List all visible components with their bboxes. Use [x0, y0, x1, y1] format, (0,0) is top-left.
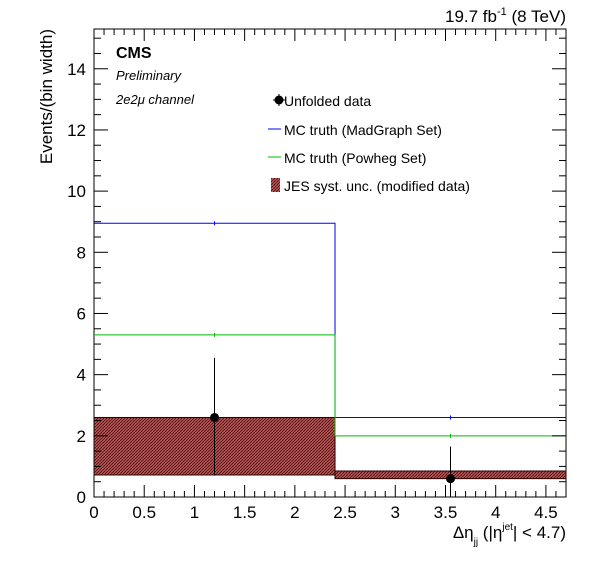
- y-tick-label: 12: [67, 121, 86, 140]
- x-tick-label: 2.5: [333, 503, 357, 522]
- x-tick-label: 1: [190, 503, 199, 522]
- x-tick-label: 0: [89, 503, 98, 522]
- x-axis-title: Δηjj (|ηjet| < 4.7): [453, 522, 566, 548]
- x-tick-label: 3: [391, 503, 400, 522]
- y-tick-label: 8: [77, 243, 86, 262]
- legend-marker-band: [271, 178, 280, 192]
- x-tick-label: 0.5: [132, 503, 156, 522]
- legend-label: Unfolded data: [284, 93, 371, 109]
- channel-label: 2e2μ channel: [115, 92, 195, 107]
- legend: Unfolded data MC truth (MadGraph Set) MC t…: [268, 93, 470, 194]
- syst-band-layer: [93, 416, 567, 480]
- lumi-label: 19.7 fb-1 (8 TeV): [445, 6, 566, 26]
- cms-label: CMS: [116, 45, 152, 62]
- data-points-layer: [210, 357, 456, 497]
- y-tick-label: 6: [77, 304, 86, 323]
- data-point: [446, 474, 456, 484]
- legend-label: MC truth (MadGraph Set): [284, 122, 442, 138]
- y-tick-label: 2: [77, 427, 86, 446]
- legend-label: JES syst. unc. (modified data): [284, 178, 470, 194]
- x-tick-label: 3.5: [434, 503, 458, 522]
- legend-label: MC truth (Powheg Set): [284, 150, 426, 166]
- x-tick-label: 4.5: [534, 503, 558, 522]
- x-tick-label: 2: [290, 503, 299, 522]
- data-point: [210, 412, 220, 422]
- x-tick-label: 4: [491, 503, 500, 522]
- y-tick-label: 0: [77, 488, 86, 507]
- mc-histogram-1: [94, 222, 566, 418]
- plot-frame: [93, 28, 567, 498]
- y-axis-title: Events/(bin width): [37, 29, 56, 164]
- y-tick-label: 10: [67, 182, 86, 201]
- mc-histogram-layer: [94, 221, 566, 438]
- y-tick-label: 14: [67, 60, 86, 79]
- legend-marker-point: [274, 95, 284, 105]
- preliminary-label: Preliminary: [116, 68, 183, 83]
- y-tick-label: 4: [77, 366, 86, 385]
- x-tick-label: 1.5: [233, 503, 257, 522]
- axis-ticks-layer: 0 0.5 1 1.5 2 2.5 3 3.5 4 4.5 0 2 4 6 8 10 12 14: [67, 29, 567, 522]
